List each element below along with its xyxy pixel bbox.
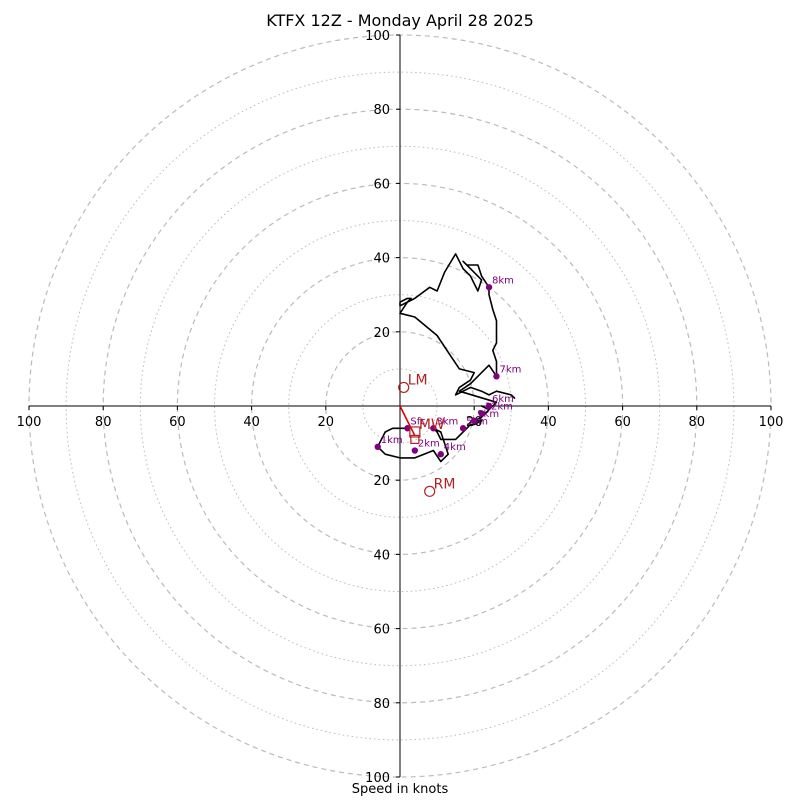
height-marker-label: 2km xyxy=(418,439,440,450)
y-tick-label: 100 xyxy=(365,771,390,786)
height-markers: Sfc1km2km3km4km5km6km7km8km9km12km xyxy=(374,275,521,458)
x-tick-label: 60 xyxy=(614,415,631,430)
height-marker-point xyxy=(493,373,500,380)
y-tick-label: 40 xyxy=(373,252,390,267)
x-tick-label: 80 xyxy=(95,415,112,430)
y-tick-label: 80 xyxy=(373,103,390,118)
y-tick-label: 40 xyxy=(373,548,390,563)
x-tick-label: 20 xyxy=(318,415,335,430)
motion-square-marker xyxy=(410,434,420,444)
height-marker-label: 6km xyxy=(492,394,514,405)
tick-labels: 1001008080606040402020202040406060808010… xyxy=(17,29,784,786)
storm-motion-label: LM xyxy=(408,372,428,388)
height-marker-point xyxy=(485,284,493,291)
height-marker-point xyxy=(411,447,419,454)
height-marker-label: 3km xyxy=(436,416,458,427)
height-marker-label: 7km xyxy=(499,364,521,375)
y-tick-label: 60 xyxy=(373,623,390,638)
storm-motion-label: RM xyxy=(434,476,456,492)
height-marker-point xyxy=(459,425,467,432)
height-marker-point xyxy=(471,417,478,425)
height-marker-label: 12km xyxy=(485,401,513,412)
mean-wind-marker xyxy=(409,426,421,438)
y-tick-label: 20 xyxy=(373,474,390,489)
x-axis-label: Speed in knots xyxy=(351,782,449,797)
x-tick-label: 100 xyxy=(759,415,784,430)
x-tick-label: 80 xyxy=(689,415,706,430)
height-marker-point xyxy=(478,410,485,417)
y-tick-label: 100 xyxy=(365,29,390,44)
x-tick-label: 40 xyxy=(540,415,557,430)
x-tick-label: 40 xyxy=(243,415,260,430)
height-marker-label: 8km xyxy=(492,275,514,286)
y-tick-label: 20 xyxy=(373,326,390,341)
height-marker-point xyxy=(374,443,381,451)
height-marker-point xyxy=(404,425,411,432)
x-tick-label: 60 xyxy=(169,415,186,430)
height-marker-point xyxy=(437,451,445,458)
shear-vector xyxy=(399,405,416,437)
y-tick-label: 60 xyxy=(373,177,390,192)
storm-motion-markers: LM MW RM xyxy=(398,372,456,497)
height-marker-label: 1km xyxy=(381,435,403,446)
height-marker-point xyxy=(430,425,437,432)
shear-line xyxy=(399,405,416,437)
height-marker-point xyxy=(485,402,493,410)
y-tick-label: 80 xyxy=(373,697,390,712)
storm-motion-label: MW xyxy=(419,417,445,433)
x-tick-label: 100 xyxy=(17,415,42,430)
storm-motion-point xyxy=(424,485,436,497)
height-marker-label: Sfc xyxy=(410,416,425,427)
height-marker-label: 4km xyxy=(444,442,466,453)
height-marker-label: 9km xyxy=(477,409,499,420)
storm-motion-point xyxy=(398,381,410,394)
chart-title: KTFX 12Z - Monday April 28 2025 xyxy=(266,11,534,30)
